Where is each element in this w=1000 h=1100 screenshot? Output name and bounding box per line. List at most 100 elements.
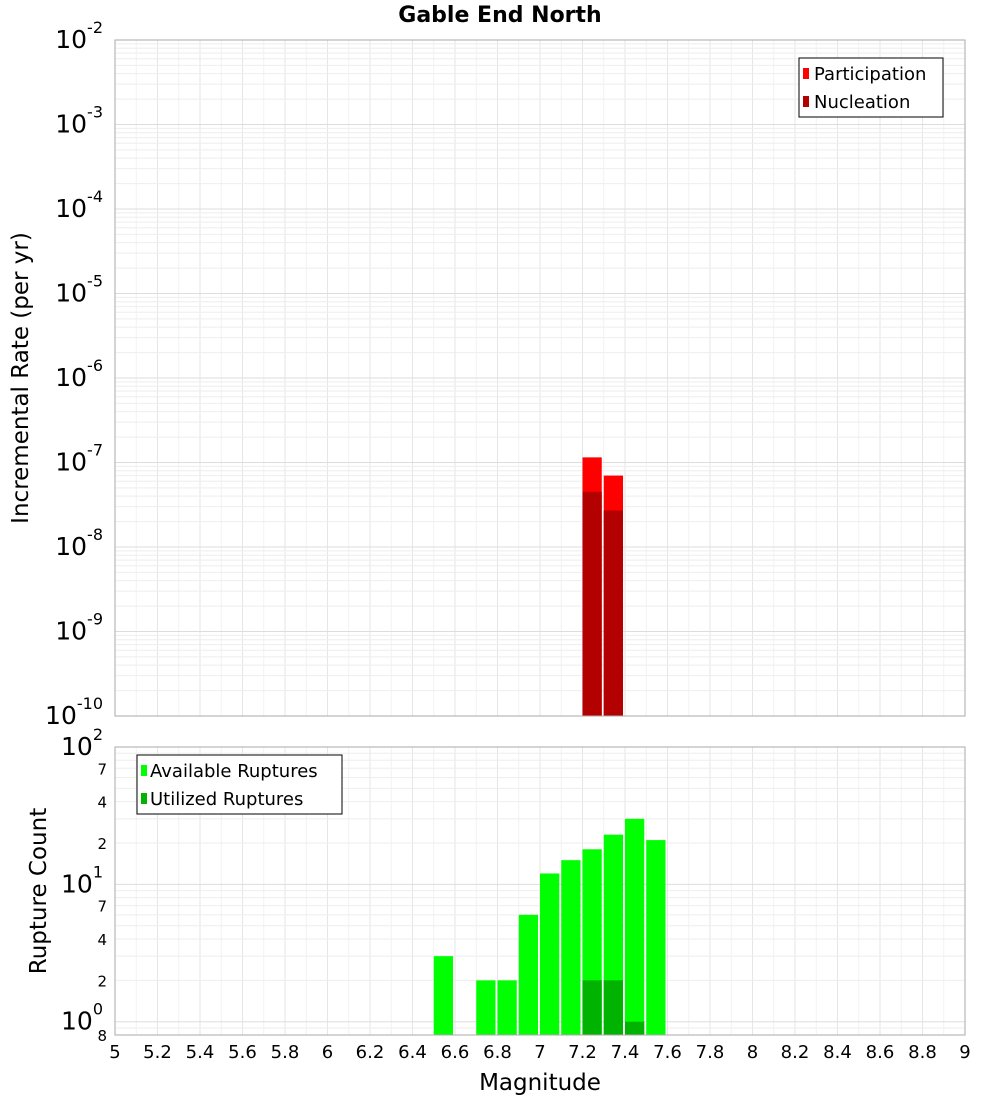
bottom-y-minor-label: 7 xyxy=(97,760,107,778)
x-tick-label: 6 xyxy=(322,1042,333,1063)
bottom-y-axis-label: Rupture Count xyxy=(26,808,52,974)
bottom-plot-border xyxy=(114,746,966,1036)
legend-available-swatch xyxy=(141,765,147,776)
legend-participation-label: Participation xyxy=(814,64,926,85)
available-ruptures-bar xyxy=(518,914,538,1035)
bottom-legend: Available Ruptures Utilized Ruptures xyxy=(136,754,343,815)
available-ruptures-bar xyxy=(625,818,645,1035)
chart-title: Gable End North xyxy=(398,3,601,28)
bottom-y-minor-label: 7 xyxy=(97,898,107,916)
x-tick-label: 7 xyxy=(534,1042,545,1063)
top-y-tick-base: 10 xyxy=(55,532,87,561)
top-y-tick-label: 10-4 xyxy=(55,187,103,223)
x-axis-label: Magnitude xyxy=(479,1070,601,1096)
bottom-y-minor-label: 4 xyxy=(97,931,107,949)
legend-utilized-label: Utilized Ruptures xyxy=(150,789,303,810)
top-y-tick-label: 10-10 xyxy=(45,694,103,730)
bottom-y-tick-label: 102 xyxy=(61,725,103,761)
legend-utilized-swatch xyxy=(141,793,147,804)
available-ruptures-bar xyxy=(433,956,453,1035)
x-tick-label: 7.8 xyxy=(696,1042,725,1063)
x-tick-label: 8.2 xyxy=(781,1042,810,1063)
legend-nucleation-label: Nucleation xyxy=(814,92,910,113)
x-tick-label: 7.2 xyxy=(568,1042,597,1063)
x-tick-label: 5 xyxy=(109,1042,120,1063)
bottom-y-tick-base: 10 xyxy=(61,869,93,898)
top-y-tick-label: 10-3 xyxy=(55,103,103,139)
bottom-y-tick-exponent: 1 xyxy=(93,862,103,881)
bottom-y-minor-label: 2 xyxy=(97,835,107,853)
top-y-tick-base: 10 xyxy=(55,25,87,54)
top-legend: Participation Nucleation xyxy=(798,57,944,118)
bottom-y-tick-label: 101 xyxy=(61,862,103,898)
bottom-y-tick-exponent: 2 xyxy=(93,725,103,744)
top-y-tick-base: 10 xyxy=(45,701,77,730)
top-y-tick-base: 10 xyxy=(55,617,87,646)
top-y-tick-label: 10-8 xyxy=(55,525,103,561)
x-tick-labels: 5 5.2 5.4 5.6 5.8 6 6.2 6.4 6.6 6.8 7 7.2 7.4 7.6 7.8 8… xyxy=(109,1042,970,1063)
x-tick-label: 6.8 xyxy=(483,1042,512,1063)
x-tick-label: 6.6 xyxy=(441,1042,470,1063)
x-tick-label: 5.2 xyxy=(143,1042,172,1063)
x-tick-label: 5.6 xyxy=(228,1042,257,1063)
top-y-tick-exponent: -8 xyxy=(87,525,103,544)
top-y-tick-label: 10-9 xyxy=(55,610,103,646)
available-ruptures-bar xyxy=(497,980,517,1035)
top-legend-box xyxy=(798,57,944,118)
top-y-tick-base: 10 xyxy=(55,448,87,477)
top-y-tick-exponent: -4 xyxy=(87,187,103,206)
legend-available-label: Available Ruptures xyxy=(150,761,318,782)
x-tick-label: 7.4 xyxy=(611,1042,640,1063)
x-tick-label: 8.4 xyxy=(823,1042,852,1063)
bottom-y-tick-base: 10 xyxy=(61,732,93,761)
top-y-tick-base: 10 xyxy=(55,194,87,223)
x-tick-label: 7.6 xyxy=(653,1042,682,1063)
available-ruptures-bar xyxy=(646,840,666,1035)
available-ruptures-bar xyxy=(476,980,496,1035)
top-plot-border xyxy=(114,39,966,717)
bottom-plot-bars xyxy=(433,818,666,1035)
x-tick-label: 6.2 xyxy=(356,1042,385,1063)
available-ruptures-bar xyxy=(561,860,581,1035)
bottom-y-tick-exponent: 0 xyxy=(93,1000,103,1019)
x-tick-label: 5.4 xyxy=(186,1042,215,1063)
top-y-tick-base: 10 xyxy=(55,363,87,392)
bottom-y-tick-label: 100 xyxy=(61,1000,103,1036)
top-y-tick-exponent: -2 xyxy=(87,18,103,37)
top-y-tick-label: 10-2 xyxy=(55,18,103,54)
utilized-ruptures-bar xyxy=(582,980,602,1035)
top-y-tick-exponent: -10 xyxy=(77,694,103,713)
x-tick-label: 8.6 xyxy=(866,1042,895,1063)
bottom-y-minor-label: 4 xyxy=(97,794,107,812)
top-y-tick-exponent: -5 xyxy=(87,272,103,291)
bottom-y-tick-base: 10 xyxy=(61,1007,93,1036)
available-ruptures-bar xyxy=(540,873,560,1035)
top-y-tick-label: 10-7 xyxy=(55,441,103,477)
x-tick-label: 8 xyxy=(747,1042,758,1063)
top-plot-grid xyxy=(114,40,966,717)
utilized-ruptures-bar xyxy=(603,980,623,1035)
nucleation-bar xyxy=(582,491,602,716)
bottom-y-minor-label: 8 xyxy=(97,1027,107,1045)
top-y-tick-exponent: -9 xyxy=(87,610,103,629)
x-tick-label: 6.4 xyxy=(398,1042,427,1063)
top-y-tick-base: 10 xyxy=(55,279,87,308)
bottom-y-minor-label: 2 xyxy=(97,972,107,990)
x-tick-label: 5.8 xyxy=(271,1042,300,1063)
top-y-tick-exponent: -7 xyxy=(87,441,103,460)
top-y-tick-label: 10-6 xyxy=(55,356,103,392)
x-tick-label: 8.8 xyxy=(908,1042,937,1063)
top-y-tick-base: 10 xyxy=(55,110,87,139)
top-y-tick-exponent: -3 xyxy=(87,103,103,122)
utilized-ruptures-bar xyxy=(625,1021,645,1035)
x-tick-label: 9 xyxy=(959,1042,970,1063)
top-plot-bars xyxy=(582,457,623,716)
legend-nucleation-swatch xyxy=(803,96,809,107)
nucleation-bar xyxy=(603,510,623,716)
legend-participation-swatch xyxy=(803,68,809,79)
top-y-tick-exponent: -6 xyxy=(87,356,103,375)
